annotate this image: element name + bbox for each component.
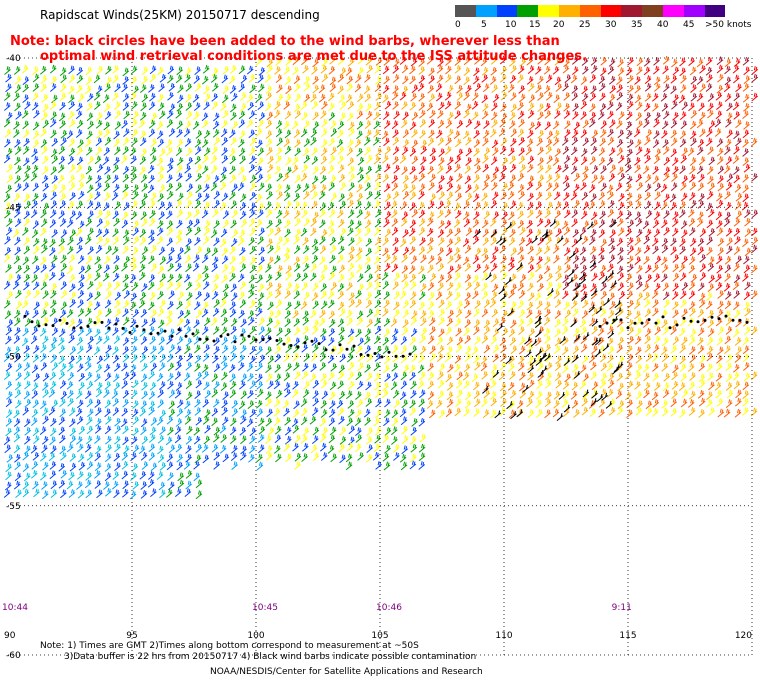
longitude-label: 120 — [735, 631, 752, 641]
colorbar — [455, 5, 726, 17]
latitude-label: -40 — [6, 54, 21, 64]
colorbar-label: 20 — [553, 20, 565, 30]
latitude-label: -55 — [6, 502, 21, 512]
map-title: Rapidscat Winds(25KM) 20150717 descendin… — [40, 8, 320, 22]
colorbar-labels: 0 5 10 15 20 25 30 35 40 45 >50 knots — [455, 20, 760, 32]
colorbar-label: 15 — [529, 20, 541, 30]
grid-lines — [8, 57, 753, 656]
footer-note-2: 3)Data buffer is 22 hrs from 20150717 4)… — [64, 652, 477, 662]
colorbar-label: 45 — [683, 20, 695, 30]
colorbar-swatch — [579, 5, 601, 17]
wind-barbs-layer — [3, 55, 759, 500]
colorbar-swatch — [455, 5, 476, 17]
quality-circles-layer — [23, 314, 749, 359]
colorbar-label: 30 — [605, 20, 617, 30]
longitude-label: 105 — [371, 631, 388, 641]
colorbar-swatch — [496, 5, 518, 17]
colorbar-swatch — [621, 5, 643, 17]
footer-note-1: Note: 1) Times are GMT 2)Times along bot… — [40, 641, 419, 651]
colorbar-swatch — [517, 5, 539, 17]
colorbar-label: 35 — [631, 20, 643, 30]
colorbar-swatch — [662, 5, 684, 17]
longitude-label: 95 — [126, 631, 137, 641]
colorbar-label: 0 — [455, 20, 461, 30]
colorbar-swatch — [704, 5, 726, 17]
longitude-label: 115 — [619, 631, 636, 641]
note-line-2: optimal wind retrieval conditions are me… — [40, 49, 587, 64]
longitude-label: 110 — [495, 631, 512, 641]
colorbar-label: 40 — [657, 20, 669, 30]
note-line-1: Note: black circles have been added to t… — [10, 34, 560, 49]
colorbar-swatch — [683, 5, 705, 17]
time-label: 9:11 — [612, 603, 632, 613]
footer-credit: NOAA/NESDIS/Center for Satellite Applica… — [210, 667, 483, 677]
axis-labels: -40 -45 -50 -55 -60 90 95 100 105 110 115 120 10:44 1… — [2, 54, 752, 661]
colorbar-swatch — [538, 5, 559, 17]
time-label: 10:46 — [376, 603, 402, 613]
colorbar-label: 5 — [481, 20, 487, 30]
colorbar-swatch — [642, 5, 663, 17]
colorbar-swatch — [600, 5, 622, 17]
latitude-label: -50 — [6, 353, 21, 363]
latitude-label: -60 — [6, 651, 21, 661]
colorbar-swatch — [558, 5, 580, 17]
attitude-note: Note: black circles have been added to t… — [10, 34, 587, 64]
colorbar-swatch — [475, 5, 497, 17]
colorbar-label: >50 knots — [705, 20, 752, 30]
latitude-label: -45 — [6, 203, 21, 213]
longitude-label: 90 — [4, 631, 16, 641]
time-label: 10:44 — [2, 603, 28, 613]
colorbar-label: 10 — [505, 20, 517, 30]
colorbar-label: 25 — [579, 20, 591, 30]
longitude-label: 100 — [247, 631, 264, 641]
time-label: 10:45 — [252, 603, 278, 613]
